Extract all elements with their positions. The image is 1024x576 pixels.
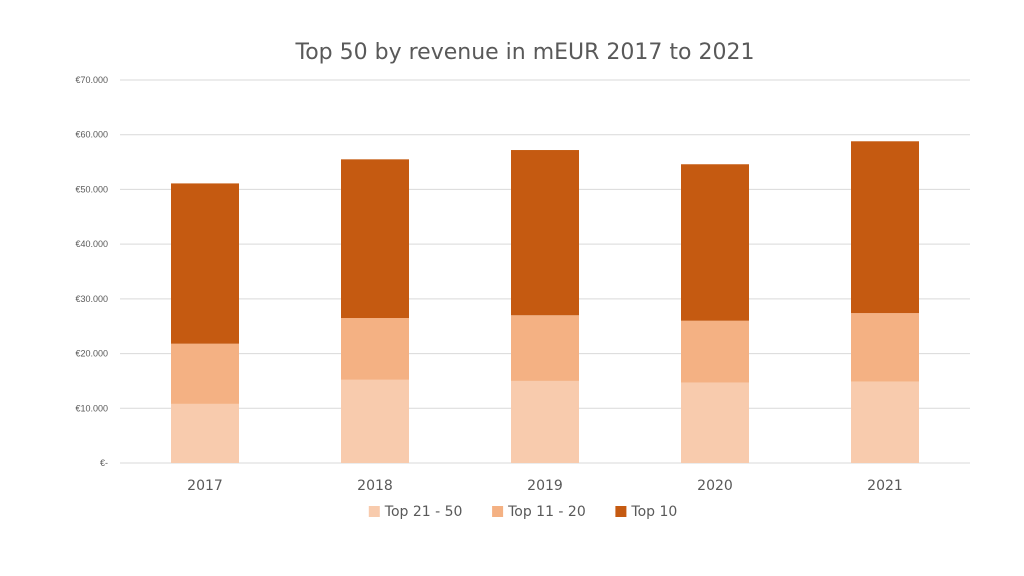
x-tick-label: 2017 bbox=[187, 478, 223, 494]
bar-2018-series-2 bbox=[341, 159, 409, 319]
y-tick-label: €70.000 bbox=[75, 75, 108, 85]
y-tick-label: €40.000 bbox=[75, 239, 108, 249]
bar-2017-series-0 bbox=[171, 403, 239, 463]
legend-label: Top 21 - 50 bbox=[384, 504, 463, 520]
y-tick-label: €20.000 bbox=[75, 349, 108, 359]
y-tick-label: €60.000 bbox=[75, 130, 108, 140]
bar-2018-series-0 bbox=[341, 379, 409, 463]
legend-swatch-2 bbox=[615, 506, 627, 517]
bar-2020-series-2 bbox=[681, 164, 749, 321]
y-tick-label: €50.000 bbox=[75, 184, 108, 194]
x-tick-label: 2021 bbox=[867, 478, 903, 494]
y-axis-ticks: €- €10.000 €20.000 €30.000 €40.000 €50.000 €60… bbox=[75, 75, 108, 468]
x-tick-label: 2018 bbox=[357, 478, 393, 494]
bar-2017-series-1 bbox=[171, 343, 239, 404]
legend-label: Top 10 bbox=[630, 504, 677, 520]
bar-2020-series-0 bbox=[681, 382, 749, 463]
y-tick-label: €- bbox=[100, 458, 108, 468]
bar-2018-series-1 bbox=[341, 318, 409, 380]
chart-title: Top 50 by revenue in mEUR 2017 to 2021 bbox=[295, 40, 755, 65]
bar-2020-series-1 bbox=[681, 320, 749, 383]
bar-2019-series-2 bbox=[511, 150, 579, 316]
x-tick-label: 2019 bbox=[527, 478, 563, 494]
bar-2021-series-0 bbox=[851, 381, 919, 463]
bars bbox=[171, 141, 919, 463]
bar-2019-series-1 bbox=[511, 315, 579, 381]
bar-2019-series-0 bbox=[511, 380, 579, 463]
x-tick-label: 2020 bbox=[697, 478, 733, 494]
bar-2021-series-1 bbox=[851, 313, 919, 382]
legend-swatch-0 bbox=[368, 506, 380, 517]
bar-2021-series-2 bbox=[851, 141, 919, 314]
legend-label: Top 11 - 20 bbox=[507, 504, 586, 520]
y-tick-label: €10.000 bbox=[75, 403, 108, 413]
x-axis-ticks: 2017 2018 2019 2020 2021 bbox=[187, 478, 903, 494]
legend: Top 21 - 50 Top 11 - 20 Top 10 bbox=[368, 504, 677, 520]
y-tick-label: €30.000 bbox=[75, 294, 108, 304]
legend-swatch-1 bbox=[492, 506, 504, 517]
bar-2017-series-2 bbox=[171, 183, 239, 344]
